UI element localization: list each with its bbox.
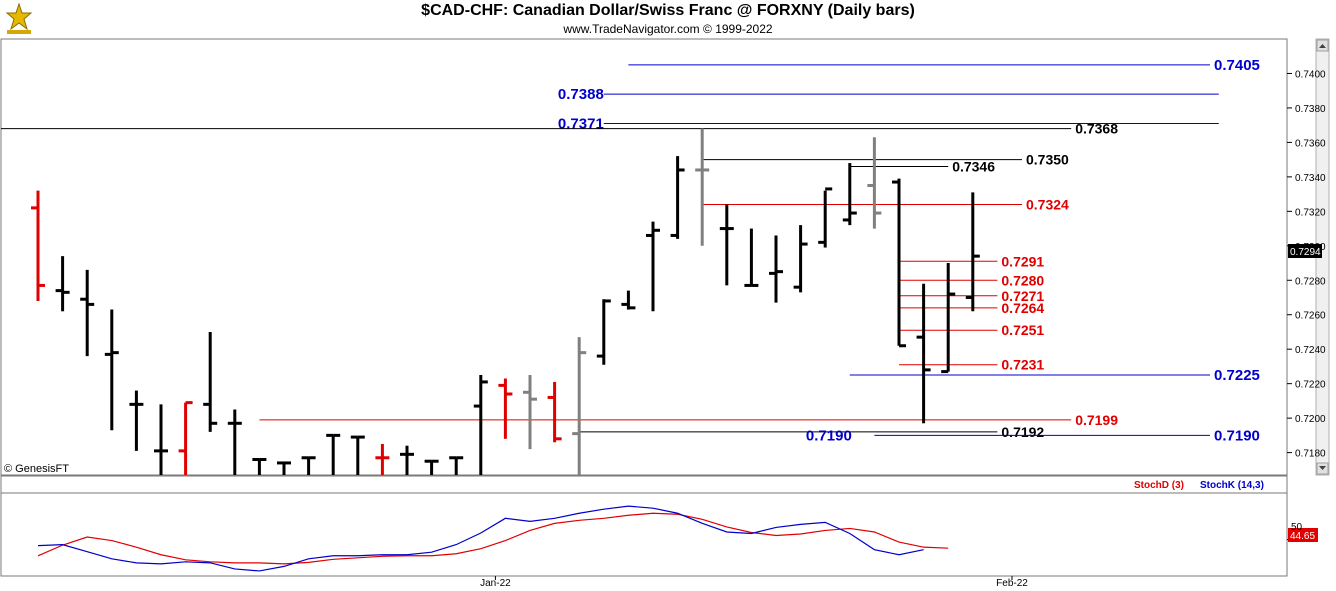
level-label: 0.7199 [1075, 412, 1118, 428]
stoch-tick-50: 50 [1291, 522, 1303, 533]
level-label: 0.7231 [1001, 357, 1044, 373]
legend-stochd: StochD (3) [1134, 480, 1184, 491]
y-tick-label: 0.7200 [1295, 414, 1326, 425]
chevron-down-icon [1319, 466, 1326, 470]
y-tick-label: 0.7400 [1295, 69, 1326, 80]
chart-subtitle: www.TradeNavigator.com © 1999-2022 [563, 22, 773, 36]
y-tick-label: 0.7260 [1295, 311, 1326, 322]
stoch-last-tag: 44.65 [1288, 528, 1318, 542]
y-tick-label: 0.7340 [1295, 173, 1326, 184]
chart-title: $CAD-CHF: Canadian Dollar/Swiss Franc @ … [421, 2, 915, 19]
y-tick-label: 0.7360 [1295, 138, 1326, 149]
level-label: 0.7190 [806, 427, 852, 444]
level-label: 0.7251 [1001, 322, 1044, 338]
last-price-tag: 0.7294 [1288, 244, 1322, 258]
level-label: 0.7324 [1026, 196, 1069, 212]
stochd-line [37, 512, 949, 565]
y-tick-label: 0.7380 [1295, 104, 1326, 115]
last-price-label: 0.7294 [1290, 247, 1321, 258]
y-tick-label: 0.7320 [1295, 207, 1326, 218]
level-label: 0.7225 [1214, 367, 1260, 384]
x-tick-label: Feb-22 [996, 578, 1028, 589]
ohlc-bars [31, 128, 980, 475]
level-label: 0.7192 [1001, 424, 1044, 440]
y-tick-label: 0.7180 [1295, 449, 1326, 460]
x-tick-label: Jan-22 [480, 578, 511, 589]
y-tick-label: 0.7220 [1295, 380, 1326, 391]
level-label: 0.7350 [1026, 152, 1069, 168]
chevron-up-icon [1319, 44, 1326, 48]
level-lines: 0.7405 0.7388 0.7371 0.7368 0.7350 0.7346 0.73… [1, 57, 1260, 444]
level-label: 0.7264 [1001, 300, 1044, 316]
stochastic-pane [37, 505, 1292, 572]
level-label: 0.7368 [1075, 121, 1118, 137]
level-label: 0.7371 [558, 115, 604, 132]
trade-navigator-logo-icon [3, 2, 35, 36]
stoch-last-label: 44.65 [1290, 531, 1315, 542]
stochk-line [37, 505, 924, 572]
y-tick-label: 0.7240 [1295, 345, 1326, 356]
watermark: © GenesisFT [4, 463, 69, 475]
level-label: 0.7280 [1001, 272, 1044, 288]
level-label: 0.7291 [1001, 253, 1044, 269]
level-label: 0.7271 [1001, 288, 1044, 304]
legend-stochk: StochK (14,3) [1200, 480, 1264, 491]
level-label: 0.7388 [558, 86, 604, 103]
y-tick-label: 0.7280 [1295, 276, 1326, 287]
level-label: 0.7405 [1214, 57, 1260, 74]
x-axis: Jan-22 Feb-22 [480, 576, 1028, 589]
indicator-pane-frame [0, 475, 1288, 577]
level-label: 0.7346 [952, 159, 995, 175]
level-label: 0.7190 [1214, 427, 1260, 444]
price-pane-frame [0, 38, 1288, 476]
